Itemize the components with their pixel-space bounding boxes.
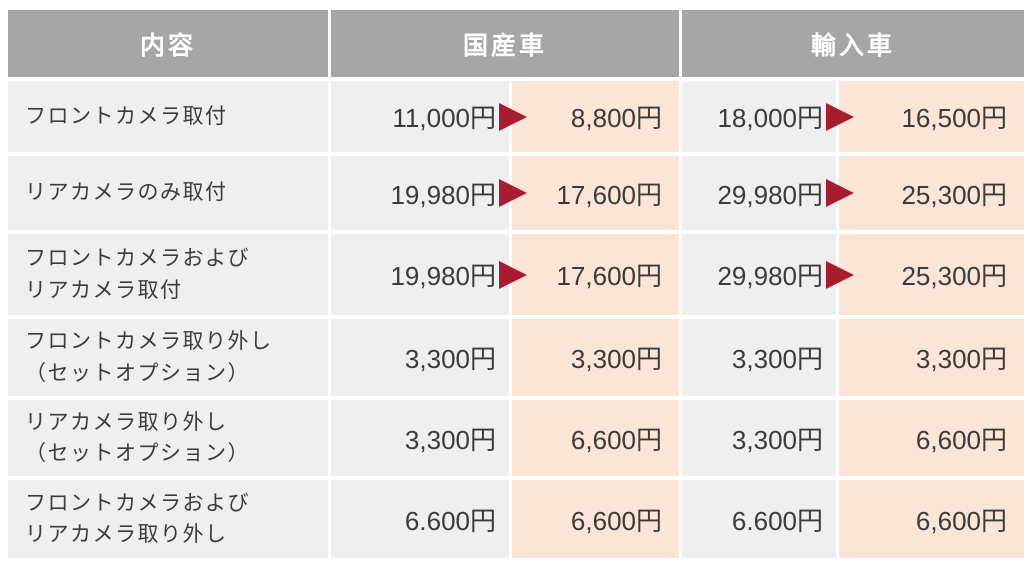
price-old-domestic: 6.600円 [331, 480, 509, 558]
price-old-imported: 18,000円 [682, 81, 854, 152]
price-new-imported: 25,300円 [839, 234, 1024, 315]
row-label: リアカメラ取り外し （セットオプション） [8, 400, 328, 476]
price-value: 11,000円 [392, 103, 496, 133]
price-new-imported: 6,600円 [839, 400, 1024, 476]
price-value: 19,980円 [390, 261, 496, 291]
price-new-domestic: 8,800円 [512, 81, 679, 152]
price-new-domestic: 6,600円 [512, 480, 679, 558]
price-drop-arrow-icon [499, 102, 527, 131]
header-imported-car: 輸入車 [682, 10, 1024, 77]
price-new-domestic: 17,600円 [512, 156, 679, 230]
price-new-domestic: 3,300円 [512, 319, 679, 396]
row-label: フロントカメラおよび リアカメラ取付 [8, 234, 328, 315]
header-domestic-car: 国産車 [331, 10, 679, 77]
price-old-domestic: 11,000円 [331, 81, 527, 152]
price-new-imported: 16,500円 [839, 81, 1024, 152]
price-old-domestic: 19,980円 [331, 234, 527, 315]
price-old-imported: 29,980円 [682, 156, 854, 230]
price-old-domestic: 3,300円 [331, 400, 509, 476]
row-label: フロントカメラ取付 [8, 81, 328, 152]
row-label: フロントカメラ取り外し （セットオプション） [8, 319, 328, 396]
price-old-imported: 6.600円 [682, 480, 836, 558]
pricing-table: 内容 国産車 輸入車 フロントカメラ取付 11,000円 8,800円 18,0… [8, 10, 1024, 558]
price-drop-arrow-icon [826, 260, 854, 289]
price-value: 18,000円 [717, 103, 823, 133]
price-drop-arrow-icon [499, 179, 527, 207]
price-drop-arrow-icon [499, 260, 527, 289]
header-content: 内容 [8, 10, 328, 77]
price-drop-arrow-icon [826, 102, 854, 131]
price-old-imported: 3,300円 [682, 319, 836, 396]
price-old-imported: 3,300円 [682, 400, 836, 476]
price-new-imported: 25,300円 [839, 156, 1024, 230]
price-value: 19,980円 [390, 179, 496, 210]
price-old-domestic: 3,300円 [331, 319, 509, 396]
price-old-imported: 29,980円 [682, 234, 854, 315]
row-label: フロントカメラおよび リアカメラ取り外し [8, 480, 328, 558]
price-new-imported: 3,300円 [839, 319, 1024, 396]
price-value: 29,980円 [717, 261, 823, 291]
price-drop-arrow-icon [826, 179, 854, 207]
price-new-imported: 6,600円 [839, 480, 1024, 558]
price-new-domestic: 17,600円 [512, 234, 679, 315]
price-old-domestic: 19,980円 [331, 156, 527, 230]
price-value: 29,980円 [717, 179, 823, 210]
price-new-domestic: 6,600円 [512, 400, 679, 476]
row-label: リアカメラのみ取付 [8, 156, 328, 230]
